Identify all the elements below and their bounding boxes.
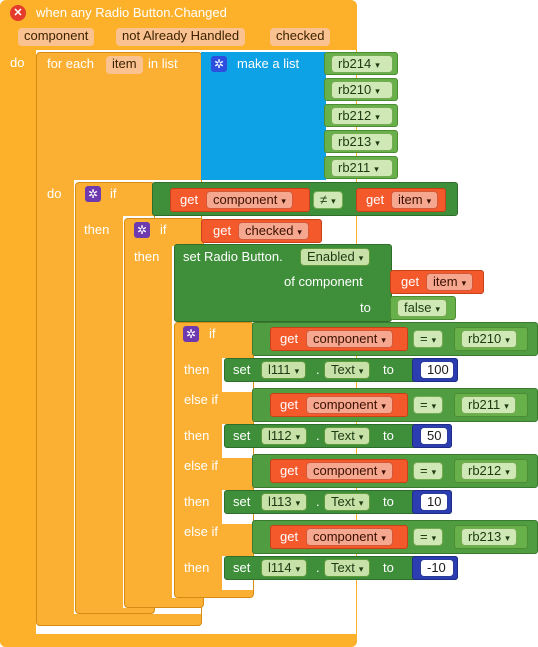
dot-label: . [316, 560, 320, 575]
dot-label: . [316, 428, 320, 443]
set-label: set [233, 362, 251, 377]
dot-label: . [316, 494, 320, 509]
to-label: to [383, 494, 394, 509]
label-component[interactable]: l111 ▾ [261, 361, 307, 379]
get-label: get [280, 529, 299, 544]
get-label: get [180, 192, 199, 207]
var-component[interactable]: component ▾ [306, 396, 393, 414]
foreach-label: for each [47, 56, 94, 71]
close-icon[interactable]: ✕ [10, 5, 26, 21]
rb-value[interactable]: rb211 ▾ [461, 396, 516, 414]
foreach-do-label: do [47, 186, 62, 201]
list-item[interactable]: rb213 ▾ [331, 133, 393, 151]
rb-value[interactable]: rb213 ▾ [461, 528, 517, 546]
if1-then-label: then [84, 222, 110, 237]
if2-if-label: if [160, 222, 167, 237]
dot-label: . [316, 362, 320, 377]
eq-operator[interactable]: = ▾ [413, 462, 444, 480]
param-not-already-handled[interactable]: not Already Handled [116, 28, 246, 46]
set-label: set [233, 494, 251, 509]
var-component[interactable]: component ▾ [306, 330, 393, 348]
of-component-label: of component [284, 274, 363, 289]
foreach-in-list: in list [148, 56, 178, 71]
get-label: get [213, 223, 232, 238]
get-label: get [280, 463, 299, 478]
prop-enabled[interactable]: Enabled ▾ [300, 248, 371, 266]
if3-then-label: then [184, 494, 210, 509]
rb-value[interactable]: rb212 ▾ [461, 462, 517, 480]
if3-else-if-label: else if [184, 524, 218, 539]
gear-icon[interactable]: ✲ [85, 186, 101, 202]
if3-then-label: then [184, 362, 210, 377]
var-component[interactable]: component ▾ [306, 528, 393, 546]
var-checked[interactable]: checked ▾ [238, 222, 309, 240]
to-label: to [383, 428, 394, 443]
eq-operator[interactable]: = ▾ [413, 528, 444, 546]
if3-else-if-label: else if [184, 458, 218, 473]
prop-text[interactable]: Text ▾ [324, 493, 371, 511]
set-label: set [233, 560, 251, 575]
number-value[interactable]: -10 [420, 559, 454, 577]
if3-if-label: if [209, 326, 216, 341]
eq-operator[interactable]: = ▾ [413, 330, 444, 348]
if3-then-label: then [184, 428, 210, 443]
var-item[interactable]: item ▾ [426, 273, 474, 291]
number-value[interactable]: 10 [420, 493, 448, 511]
param-checked[interactable]: checked [270, 28, 331, 46]
event-do-label: do [10, 55, 25, 70]
neq-operator[interactable]: ≠ ▾ [313, 191, 343, 209]
to-label: to [383, 362, 394, 377]
gear-icon[interactable]: ✲ [211, 56, 227, 72]
set-enabled-label: set Radio Button. [183, 249, 283, 264]
prop-text[interactable]: Text ▾ [324, 361, 371, 379]
rb-value[interactable]: rb210 ▾ [461, 330, 517, 348]
number-value[interactable]: 50 [420, 427, 448, 445]
get-label: get [401, 274, 420, 289]
if3-else-if-label: else if [184, 392, 218, 407]
make-list-label: make a list [237, 56, 300, 71]
set-label: set [233, 428, 251, 443]
if2-then-label: then [134, 249, 160, 264]
gear-icon[interactable]: ✲ [134, 222, 150, 238]
list-item[interactable]: rb211 ▾ [331, 159, 393, 177]
foreach-bottom [36, 614, 202, 626]
var-component[interactable]: component ▾ [306, 462, 393, 480]
label-component[interactable]: l114 ▾ [261, 559, 308, 577]
list-item[interactable]: rb214 ▾ [331, 55, 393, 73]
var-item[interactable]: item ▾ [391, 191, 439, 209]
foreach-var-item[interactable]: item [106, 56, 143, 74]
if3-then-label: then [184, 560, 210, 575]
to-label: to [360, 300, 371, 315]
var-component[interactable]: component ▾ [206, 191, 293, 209]
event-bottom-bar [0, 634, 357, 647]
prop-text[interactable]: Text ▾ [324, 559, 371, 577]
if1-if-label: if [110, 186, 117, 201]
false-value[interactable]: false ▾ [397, 299, 447, 317]
list-item[interactable]: rb210 ▾ [331, 81, 393, 99]
make-list-block[interactable] [201, 52, 326, 180]
number-value[interactable]: 100 [420, 361, 454, 379]
event-title: when any Radio Button.Changed [36, 5, 227, 20]
param-component[interactable]: component [18, 28, 95, 46]
gear-icon[interactable]: ✲ [183, 326, 199, 342]
get-label: get [280, 331, 299, 346]
label-component[interactable]: l112 ▾ [261, 427, 308, 445]
get-label: get [366, 192, 385, 207]
list-item[interactable]: rb212 ▾ [331, 107, 393, 125]
get-label: get [280, 397, 299, 412]
prop-text[interactable]: Text ▾ [324, 427, 371, 445]
to-label: to [383, 560, 394, 575]
label-component[interactable]: l113 ▾ [261, 493, 308, 511]
eq-operator[interactable]: = ▾ [413, 396, 444, 414]
